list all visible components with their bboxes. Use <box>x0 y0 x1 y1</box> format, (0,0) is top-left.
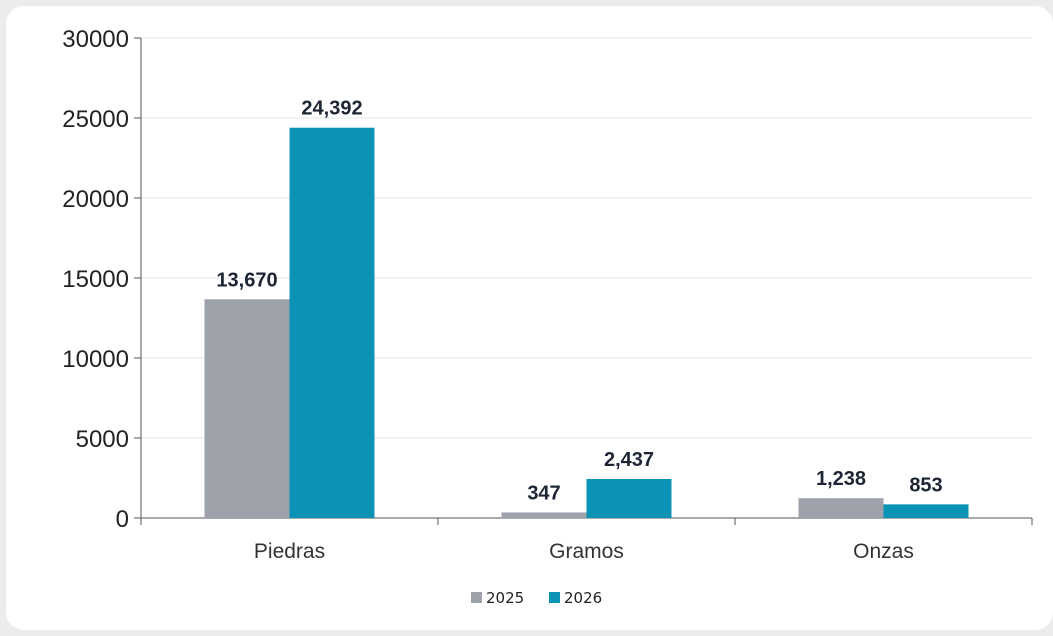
legend-swatch <box>471 592 482 603</box>
y-tick-label: 0 <box>116 506 129 533</box>
y-tick-label: 20000 <box>62 186 129 213</box>
data-label: 347 <box>527 482 560 504</box>
bar-2025-onzas <box>798 498 884 518</box>
y-tick-label: 5000 <box>76 426 129 453</box>
bar-2026-gramos <box>586 479 672 518</box>
bar-2025-piedras <box>204 299 290 518</box>
x-category-label: Piedras <box>254 540 325 563</box>
data-label: 853 <box>909 474 942 496</box>
bar-2025-gramos <box>501 512 587 518</box>
legend-label: 2026 <box>564 589 602 607</box>
bar-2026-piedras <box>289 127 375 518</box>
y-tick-label: 10000 <box>62 346 129 373</box>
bars <box>204 127 969 518</box>
y-tick-label: 30000 <box>62 26 129 53</box>
chart-card <box>6 6 1053 630</box>
legend-label: 2025 <box>486 589 524 607</box>
data-label: 2,437 <box>604 449 654 471</box>
x-category-label: Gramos <box>549 540 624 563</box>
x-category-label: Onzas <box>853 540 914 563</box>
legend: 2025 2026 <box>471 589 602 607</box>
data-label: 1,238 <box>816 468 866 490</box>
y-tick-label: 15000 <box>62 266 129 293</box>
data-label: 13,670 <box>216 269 277 291</box>
legend-swatch <box>549 592 560 603</box>
y-tick-label: 25000 <box>62 106 129 133</box>
axes: 0 5000 10000 15000 20000 25000 30000 Piedras Gra… <box>62 26 1033 563</box>
data-label: 24,392 <box>301 98 362 120</box>
data-labels: 13,670 24,392 347 2,437 1,238 853 <box>216 98 942 505</box>
bar-2026-onzas <box>883 504 969 518</box>
